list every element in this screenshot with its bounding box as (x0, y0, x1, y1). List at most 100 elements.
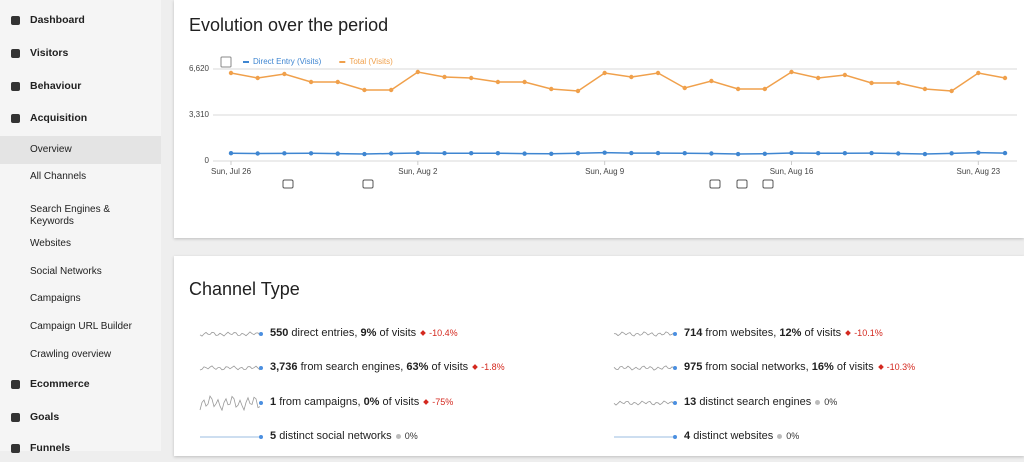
nav-item[interactable]: Ecommerce (0, 370, 161, 398)
x-tick-label: Sun, Aug 9 (585, 167, 625, 176)
point (362, 151, 367, 157)
percent-label: of visits (382, 396, 420, 408)
label: distinct search engines (699, 396, 812, 408)
percent-label: of visits (431, 361, 469, 373)
y-tick-label: 0 (205, 156, 210, 165)
point (388, 151, 394, 156)
point (1002, 75, 1008, 81)
point (842, 72, 848, 78)
label: from websites, (705, 327, 777, 339)
sparkline-end (259, 332, 263, 336)
nav-item[interactable]: Social Networks (0, 258, 161, 286)
channel-item: 4 distinct websites 0% (684, 430, 799, 442)
label: from search engines, (300, 361, 404, 373)
count: 4 (684, 430, 691, 442)
nav-item[interactable]: Websites (0, 230, 161, 258)
change: -10.1% (854, 328, 883, 338)
point (602, 150, 607, 155)
point (549, 86, 554, 92)
point (976, 150, 981, 155)
point (629, 150, 634, 156)
channel-card: Channel Type 550 direct entries, 9% of v… (174, 256, 1024, 456)
point (789, 69, 794, 75)
nav-label: Goals (30, 411, 60, 423)
nav-item[interactable]: Campaign URL Builder (0, 313, 161, 341)
sparkline-end (673, 401, 677, 405)
point (549, 151, 554, 156)
point (575, 151, 581, 156)
nav-label: Acquisition (30, 112, 88, 124)
card-title: Evolution over the period (189, 15, 389, 35)
label: from social networks, (705, 361, 809, 373)
nav-icon (11, 380, 20, 389)
point (469, 75, 474, 81)
point (469, 151, 474, 156)
point (495, 79, 501, 85)
point (922, 86, 928, 92)
label: direct entries, (291, 327, 358, 339)
point (575, 88, 581, 94)
nav-item[interactable]: Overview (0, 136, 161, 164)
sparkline (613, 331, 677, 337)
nav-label: Websites (30, 238, 71, 249)
point (869, 150, 874, 156)
point (976, 70, 981, 76)
x-tick-label: Sun, Aug 2 (398, 167, 438, 176)
count: 550 (270, 327, 289, 339)
sparkline-end (673, 332, 677, 336)
nav-item[interactable]: Campaigns (0, 285, 161, 313)
nav-label: Crawling overview (30, 349, 112, 360)
sparkline-path (199, 331, 261, 337)
channel-item: 13 distinct search engines 0% (684, 396, 837, 408)
nav-label: All Channels (30, 171, 87, 182)
point (1002, 150, 1008, 156)
nav-label: Campaign URL Builder (30, 321, 132, 332)
y-tick-label: 6,620 (189, 64, 210, 73)
percent-label: of visits (836, 361, 874, 373)
percent: 16% (811, 361, 834, 373)
percent: 9% (360, 327, 377, 339)
legend-label: Direct Entry (Visits) (253, 57, 322, 66)
annotation-icon (709, 179, 721, 189)
chart: 0 3,310 6,620 Sun, Jul 26 Sun, Aug 2 Sun, Aug… (189, 56, 1017, 189)
nav-item[interactable]: Acquisition (0, 104, 161, 132)
nav-item[interactable]: Goals (0, 403, 161, 431)
change: -10.3% (886, 362, 916, 372)
nav-item[interactable]: Behaviour (0, 72, 161, 100)
sparkline (199, 331, 263, 337)
count: 975 (684, 361, 703, 373)
nav-item[interactable]: Crawling overview (0, 341, 161, 369)
label: distinct websites (693, 430, 774, 442)
point (735, 86, 741, 92)
percent: 12% (779, 327, 802, 339)
nav-label: Overview (30, 144, 72, 155)
label: from campaigns, (279, 396, 361, 408)
nav-item[interactable]: All Channels (0, 163, 161, 191)
channel-item: 3,736 from search engines, 63% of visits… (270, 361, 505, 373)
point (735, 151, 741, 157)
point (602, 70, 607, 76)
nav-item[interactable]: Visitors (0, 39, 161, 67)
point (922, 151, 928, 157)
point (415, 69, 421, 75)
y-tick-label: 3,310 (189, 110, 210, 119)
count: 714 (684, 327, 703, 339)
count: 1 (270, 396, 277, 408)
change: -10.4% (429, 328, 458, 338)
channel-item: 550 direct entries, 9% of visits -10.4% (270, 327, 458, 339)
label: distinct social networks (279, 430, 392, 442)
point (682, 85, 687, 91)
sparkline-end (259, 435, 263, 439)
nav-item[interactable]: Dashboard (0, 6, 161, 34)
point (255, 75, 260, 81)
sparkline (199, 365, 263, 371)
point (228, 151, 234, 156)
nav-item[interactable]: Search Engines & Keywords (0, 190, 161, 230)
nav-icon (11, 16, 20, 25)
sparkline-path (613, 365, 675, 371)
point (522, 151, 527, 156)
sparkline-path (199, 365, 261, 371)
sparkline-path (613, 400, 675, 406)
percent-label: of visits (804, 327, 842, 339)
